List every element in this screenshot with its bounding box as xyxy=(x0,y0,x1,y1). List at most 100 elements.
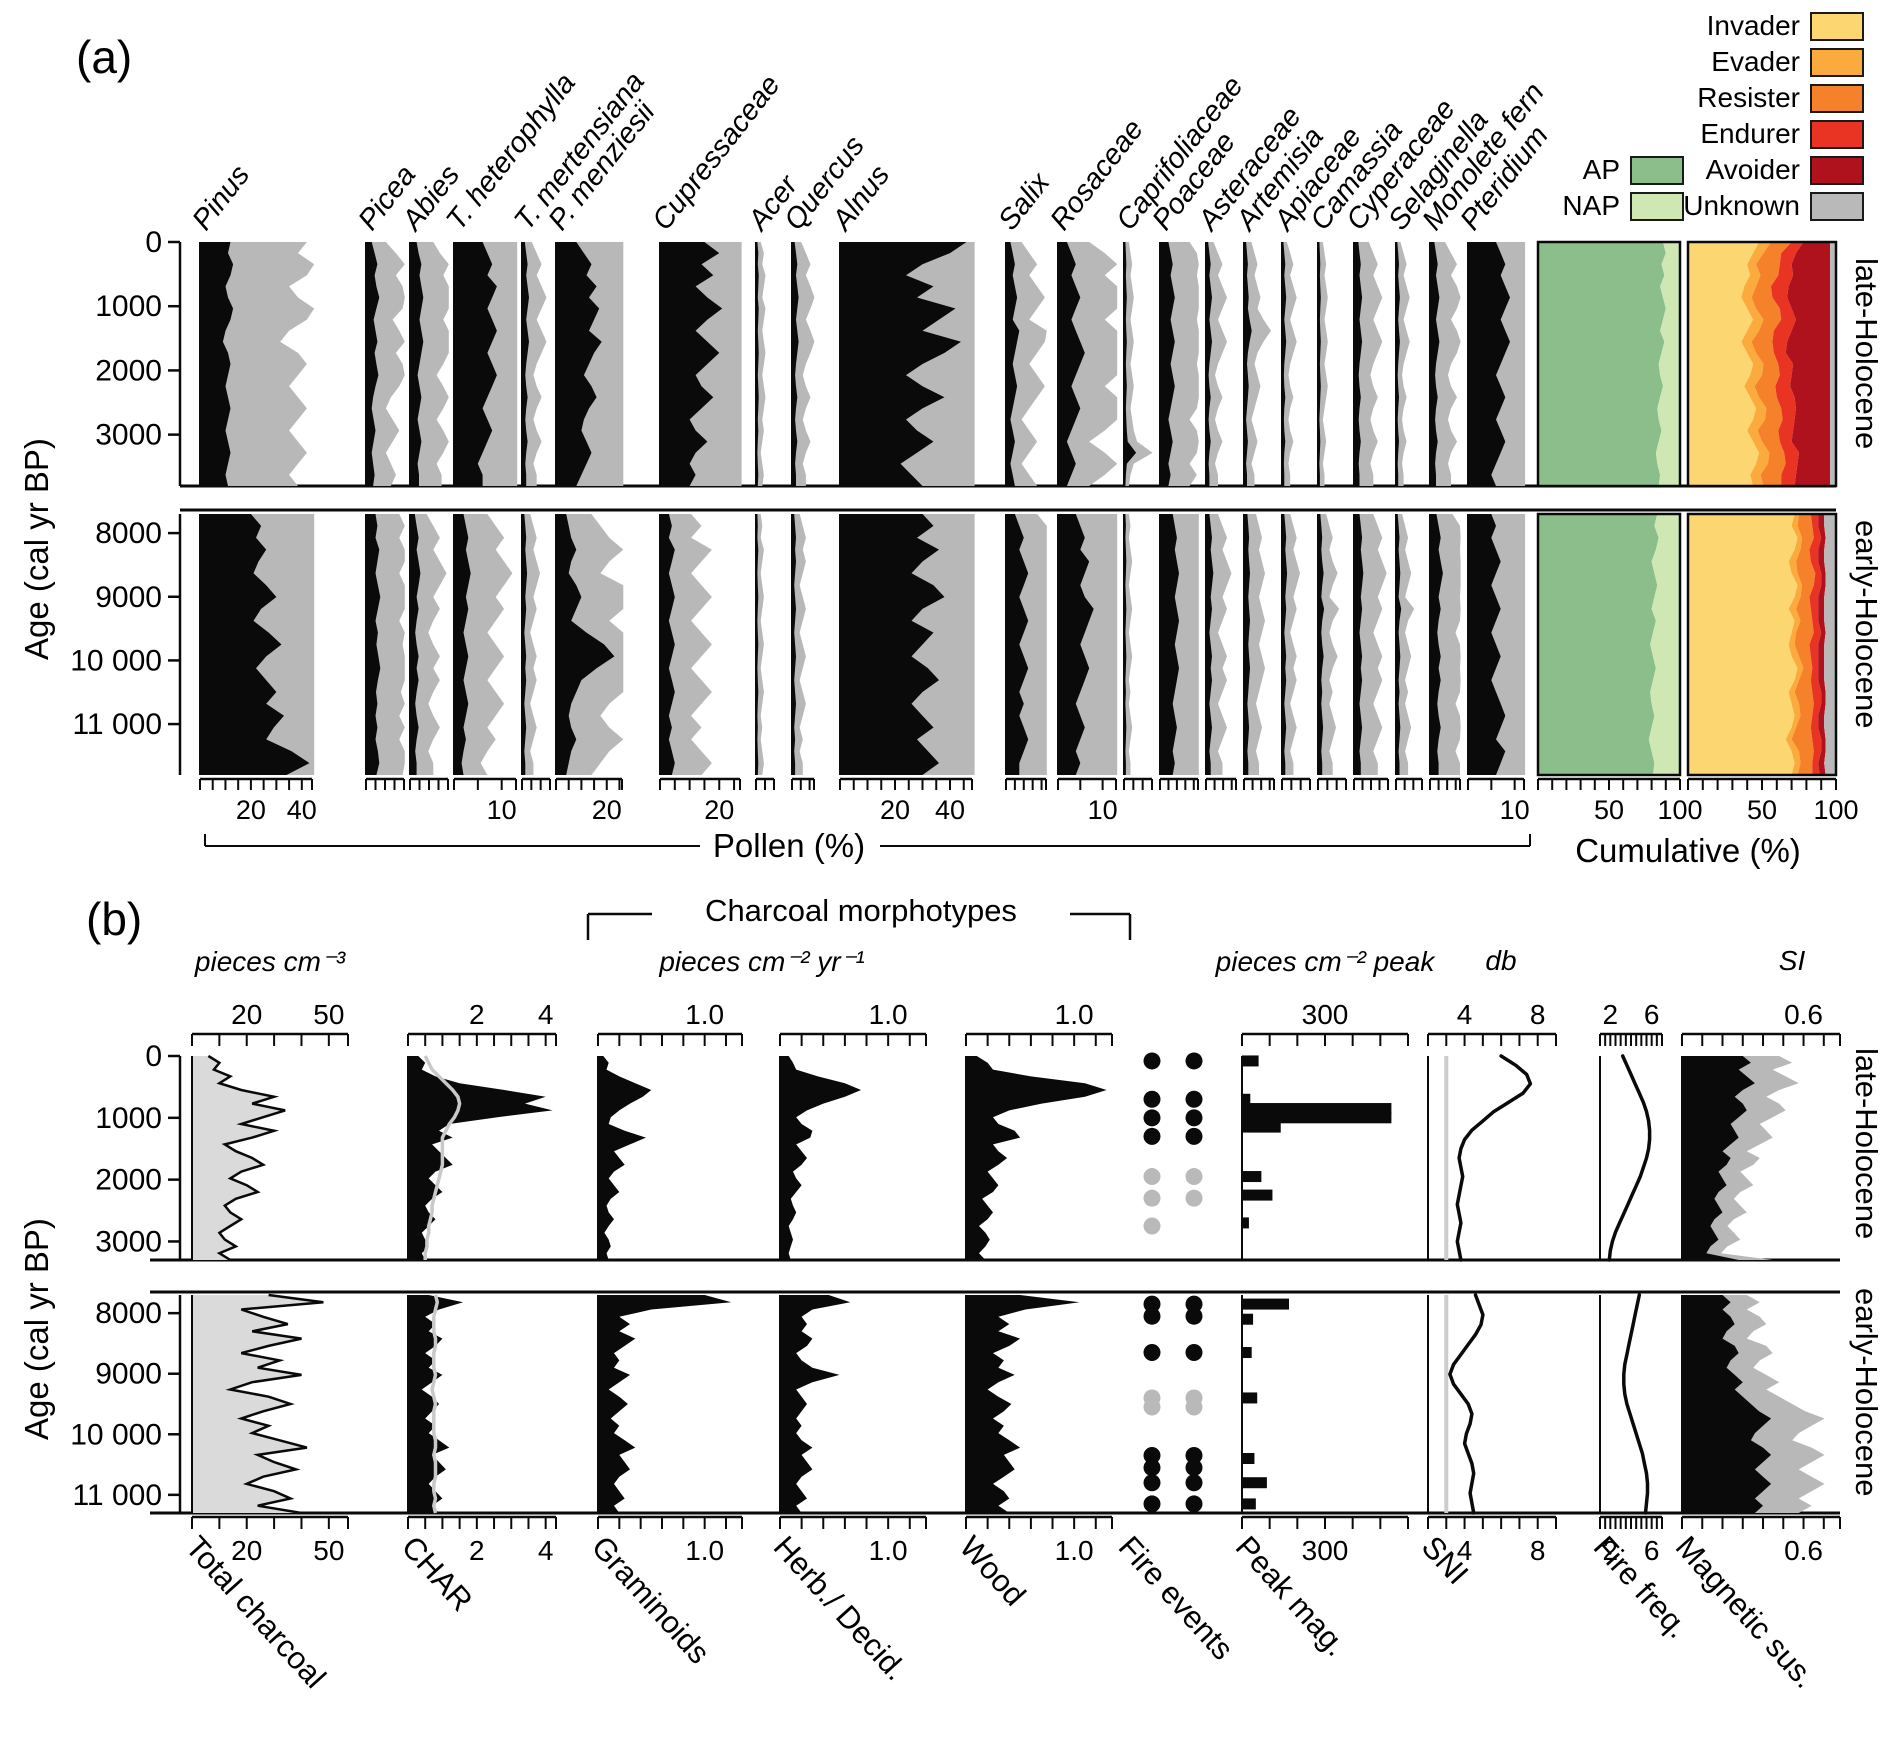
legend-item-swatch-endurer xyxy=(1810,119,1864,149)
pollen-silhouette-Abies xyxy=(410,242,424,486)
legend-item-label-invader: Invader xyxy=(1706,10,1800,41)
pollen-silhouette-Caprifoliaceae xyxy=(1124,242,1137,486)
fire-event-dot xyxy=(1185,1127,1203,1145)
b-silhouette-Wood xyxy=(966,1056,1107,1260)
b-top-tick-label: 6 xyxy=(1644,999,1660,1030)
cumulative-band-Endurer xyxy=(1809,514,1822,775)
pollen-silhouette-Picea xyxy=(366,514,381,775)
cumulative-frame xyxy=(1686,240,1838,488)
age-tick-label: 8000 xyxy=(95,517,162,550)
age-tick-label: 2000 xyxy=(95,354,162,387)
age-tick-label: 0 xyxy=(145,1040,162,1073)
fire-event-dot xyxy=(1185,1052,1203,1070)
panel-a-age-axis-title: Age (cal yr BP) xyxy=(18,438,55,660)
pollen-scale-label: 10 xyxy=(1088,795,1118,825)
b-silhouette-CHAR xyxy=(408,1056,553,1260)
pollen-silhouette-Artemisia xyxy=(1244,514,1250,775)
b-top-tick-label: 8 xyxy=(1530,999,1546,1030)
b-silhouette-Wood xyxy=(966,1295,1080,1513)
legend-item-swatch-ap xyxy=(1630,155,1684,185)
legend-item-label-nap: NAP xyxy=(1562,190,1620,221)
pollen-silhouette-Alnus xyxy=(840,514,945,775)
b-bottom-tick-label: 50 xyxy=(313,1535,344,1566)
pollen-scale-label: 10 xyxy=(487,795,517,825)
peak-magnitude-bar xyxy=(1242,1313,1254,1325)
fire-event-dot xyxy=(1143,1052,1161,1070)
charcoal-morphotypes-label: Charcoal morphotypes xyxy=(705,893,1017,928)
fire-event-dot xyxy=(1143,1474,1161,1492)
pollen-silhouette-Pinus xyxy=(200,514,310,775)
pollen-axis-title: Pollen (%) xyxy=(712,827,866,864)
age-tick-label: 3000 xyxy=(95,1225,162,1258)
pollen-exaggeration-Acer xyxy=(756,242,766,486)
pollen-exaggeration-Salix xyxy=(1006,242,1047,486)
pollen-silhouette-Artemisia xyxy=(1244,242,1252,486)
pollen-silhouette-T. heterophylla xyxy=(454,514,471,775)
fire-event-dot xyxy=(1185,1307,1203,1325)
pollen-scale-label: 20 xyxy=(236,795,266,825)
pollen-exaggeration-Caprifoliaceae xyxy=(1124,242,1153,486)
fire-event-dot xyxy=(1143,1446,1161,1464)
fire-response-legend: Invader Evader Resister Endurer Avoider Unkno… xyxy=(1683,8,1864,224)
panel-a-label: (a) xyxy=(76,31,133,83)
pollen-exaggeration-Cupressaceae xyxy=(660,514,712,775)
cumulative-band-Invader xyxy=(1688,514,1798,775)
legend-item-label-avoider: Avoider xyxy=(1705,154,1800,185)
fire-event-dot xyxy=(1185,1189,1203,1207)
cumulative-band-Resister xyxy=(1791,514,1816,775)
pollen-silhouette-T. mertensiana xyxy=(522,242,529,486)
cumulative-frame xyxy=(1536,240,1682,488)
pollen-silhouette-Rosaceae xyxy=(1058,242,1085,486)
panel-a-late-holocene-label: late-Holocene xyxy=(1849,258,1884,450)
peak-magnitude-bar xyxy=(1242,1298,1290,1310)
fire-event-dot xyxy=(1185,1459,1203,1477)
peak-magnitude-bar xyxy=(1242,1347,1252,1359)
legend-item-unknown: Unknown xyxy=(1683,188,1864,224)
b-bottom-tick-label: 8 xyxy=(1530,1535,1546,1566)
legend-item-swatch-invader xyxy=(1810,11,1864,41)
panel-b-age-axis-title: Age (cal yr BP) xyxy=(18,1218,55,1440)
pollen-silhouette-Cupressaceae xyxy=(660,514,675,775)
fire-event-dot xyxy=(1185,1344,1203,1362)
b-top-tick-label: 2 xyxy=(469,999,485,1030)
pollen-scale-label: 10 xyxy=(1500,795,1530,825)
b-bottom-tick-label: 1.0 xyxy=(685,1535,724,1566)
legend-item-label-endurer: Endurer xyxy=(1700,118,1800,149)
cumulative-scale-label: 100 xyxy=(1657,795,1702,825)
legend-item-swatch-avoider xyxy=(1810,155,1864,185)
b-top-tick-label: 2 xyxy=(1603,999,1619,1030)
fire-event-dot xyxy=(1185,1168,1203,1186)
pollen-silhouette-Cyperaceae xyxy=(1354,514,1364,775)
pollen-exaggeration-Artemisia xyxy=(1244,242,1271,486)
b-top-tick-label: 300 xyxy=(1302,999,1349,1030)
b-bottom-tick-label: 20 xyxy=(231,1535,262,1566)
b-curve-SNI xyxy=(1455,1054,1533,1262)
legend-item-nap: NAP xyxy=(1562,188,1684,224)
legend-item-resister: Resister xyxy=(1683,80,1864,116)
pollen-silhouette-Poaceae xyxy=(1160,514,1179,775)
pollen-silhouette-Selaginella xyxy=(1396,514,1402,775)
legend-item-evader: Evader xyxy=(1683,44,1864,80)
age-tick-label: 1000 xyxy=(95,1102,162,1135)
cumulative-band-Evader xyxy=(1785,514,1804,775)
pollen-silhouette-Poaceae xyxy=(1160,242,1175,486)
cumulative-band-Avoider xyxy=(1785,242,1831,486)
pollen-silhouette-Abies xyxy=(410,514,421,775)
b-background-char-curve xyxy=(430,1294,440,1514)
panel-b-label: (b) xyxy=(86,893,143,945)
pollen-silhouette-Pinus xyxy=(200,242,234,486)
peak-magnitude-bar xyxy=(1242,1453,1255,1464)
peak-magnitude-bar xyxy=(1242,1217,1249,1229)
cumulative-band-NAP xyxy=(1655,242,1680,486)
pollen-silhouette-Cyperaceae xyxy=(1354,242,1363,486)
peak-magnitude-bar xyxy=(1242,1171,1262,1183)
age-tick-label: 9000 xyxy=(95,581,162,614)
legend-item-swatch-evader xyxy=(1810,47,1864,77)
age-tick-label: 9000 xyxy=(95,1358,162,1391)
pollen-exaggeration-Acer xyxy=(756,514,764,775)
pollen-silhouette-Salix xyxy=(1006,514,1029,775)
b-top-tick-label: 50 xyxy=(313,999,344,1030)
series-label-fire-events: Fire events xyxy=(1112,1529,1241,1666)
b-background-char-curve xyxy=(423,1055,462,1260)
fire-event-dot xyxy=(1143,1127,1161,1145)
